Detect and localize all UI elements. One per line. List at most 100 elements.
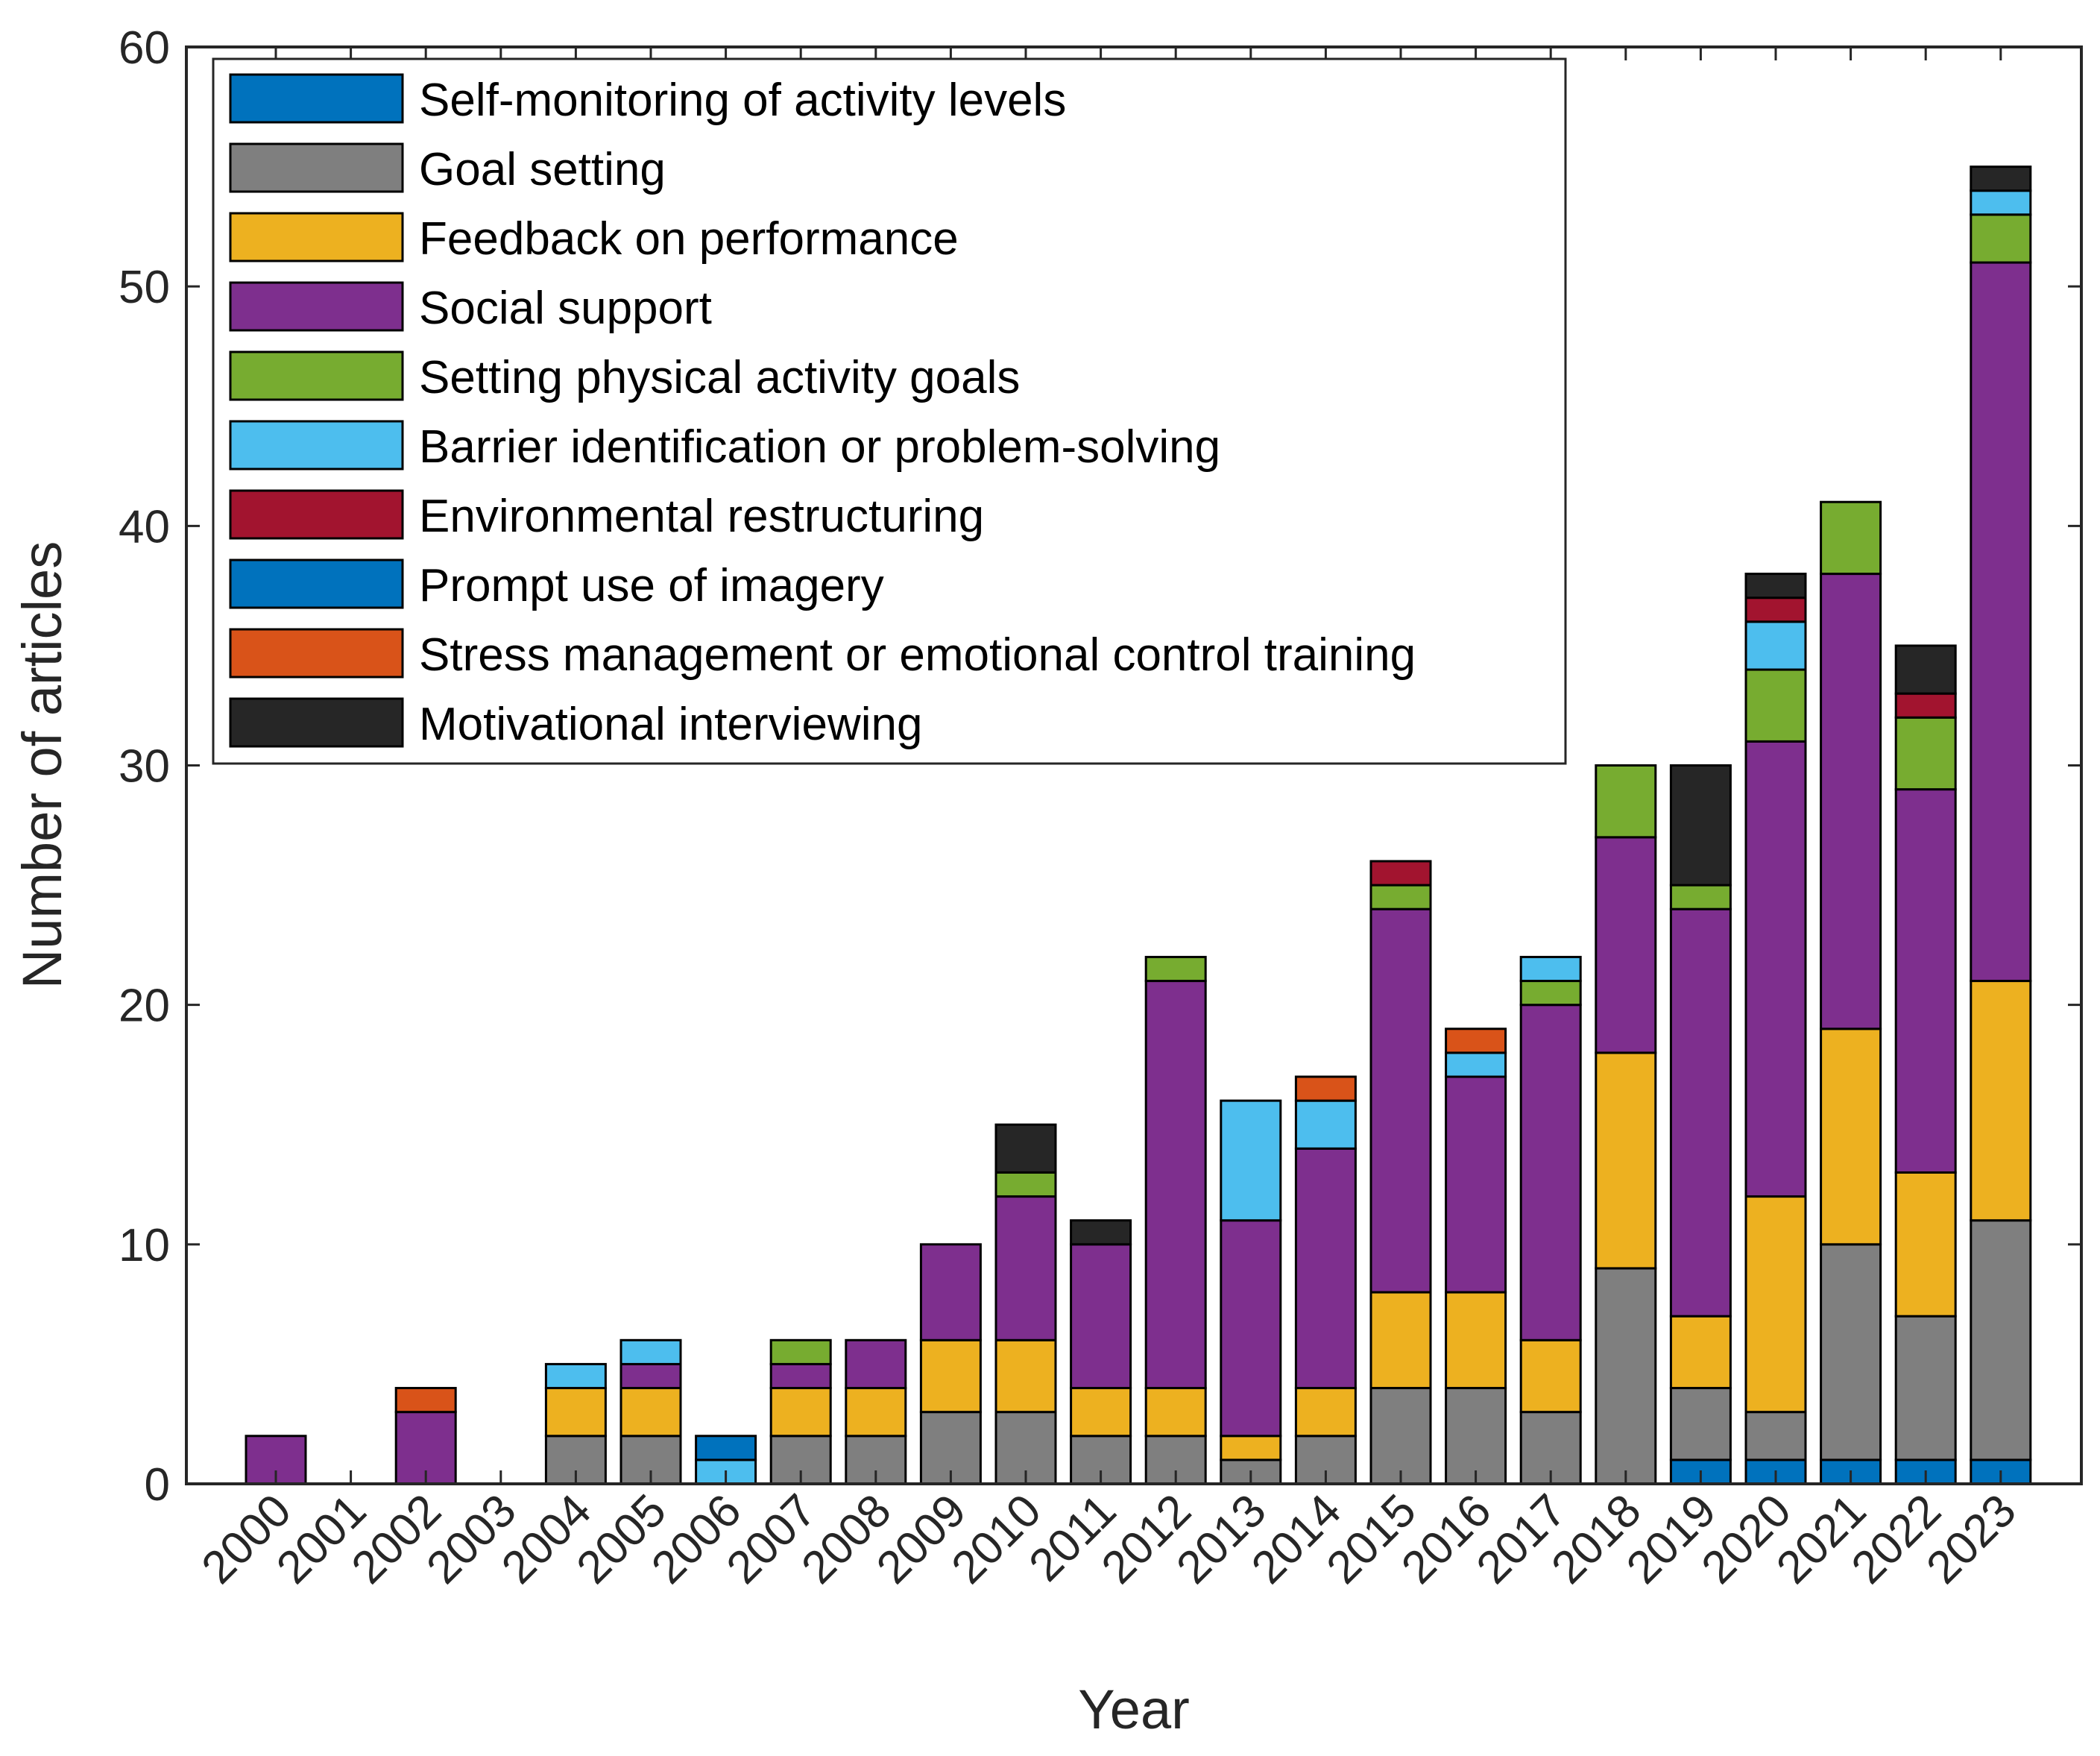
bar-segment-2022-series-3 (1894, 1171, 1957, 1318)
legend-label-6: Barrier identification or problem-solvin… (419, 421, 1220, 473)
bar-segment-2006-series-8 (695, 1435, 757, 1461)
bar-segment-2019-series-5 (1669, 884, 1732, 910)
bar-segment-2022-series-4 (1894, 788, 1957, 1174)
bar-segment-2017-series-4 (1519, 1004, 1582, 1341)
bar-segment-2019-series-10 (1669, 764, 1732, 887)
bar-segment-2022-series-10 (1894, 644, 1957, 695)
bar-segment-2005-series-6 (619, 1338, 682, 1365)
bar-segment-2020-series-7 (1744, 597, 1807, 623)
bar-segment-2009-series-3 (919, 1338, 982, 1414)
bar-segment-2021-series-3 (1820, 1028, 1882, 1246)
legend-label-3: Feedback on performance (419, 213, 959, 265)
bar-segment-2020-series-6 (1744, 620, 1807, 671)
bar-segment-2014-series-9 (1294, 1075, 1357, 1102)
legend: Self-monitoring of activity levels Goal s… (212, 57, 1567, 765)
y-tick-label-30: 30 (119, 741, 170, 793)
bar-segment-2012-series-4 (1144, 980, 1207, 1390)
bar-segment-2021-series-2 (1820, 1243, 1882, 1461)
legend-label-4: Social support (419, 283, 712, 334)
bar-segment-2013-series-4 (1220, 1219, 1282, 1438)
bar-segment-2010-series-10 (994, 1123, 1057, 1174)
bar-segment-2011-series-3 (1070, 1387, 1132, 1438)
bar-segment-2016-series-3 (1445, 1291, 1507, 1390)
bar-segment-2019-series-2 (1669, 1387, 1732, 1461)
bar-segment-2014-series-3 (1294, 1387, 1357, 1438)
bar-segment-2007-series-5 (769, 1338, 832, 1365)
bar-segment-2023-series-6 (1970, 189, 2032, 216)
legend-label-9: Stress management or emotional control t… (419, 629, 1416, 681)
bar-segment-2017-series-3 (1519, 1338, 1582, 1414)
legend-label-5: Setting physical activity goals (419, 352, 1020, 403)
legend-swatch-6 (229, 420, 404, 471)
legend-swatch-9 (229, 628, 404, 679)
bar-segment-2016-series-2 (1445, 1387, 1507, 1485)
bar-segment-2020-series-10 (1744, 573, 1807, 600)
bar-segment-2015-series-5 (1369, 884, 1432, 910)
bar-segment-2022-series-7 (1894, 692, 1957, 719)
bar-segment-2010-series-3 (994, 1338, 1057, 1414)
bar-segment-2009-series-4 (919, 1243, 982, 1341)
x-tick-labels: 2000200120022003200420052006200720082009… (192, 1485, 2026, 1593)
bar-segment-2017-series-5 (1519, 980, 1582, 1007)
bar-segment-2020-series-3 (1744, 1195, 1807, 1414)
bar-segment-2023-series-3 (1970, 980, 2032, 1222)
legend-swatch-5 (229, 350, 404, 401)
bar-segment-2019-series-4 (1669, 907, 1732, 1318)
bar-segment-2016-series-4 (1445, 1075, 1507, 1294)
bar-segment-2023-series-2 (1970, 1219, 2032, 1461)
bar-segment-2004-series-3 (544, 1387, 607, 1438)
bar-segment-2016-series-6 (1445, 1051, 1507, 1078)
bar-segment-2021-series-5 (1820, 500, 1882, 576)
bar-segment-2023-series-4 (1970, 261, 2032, 983)
legend-swatch-2 (229, 142, 404, 193)
legend-swatch-4 (229, 281, 404, 332)
bar-segment-2002-series-9 (394, 1387, 457, 1414)
bar-segment-2007-series-4 (769, 1362, 832, 1390)
bar-segment-2019-series-3 (1669, 1315, 1732, 1390)
bar-segment-2015-series-4 (1369, 907, 1432, 1294)
bar-segment-2020-series-5 (1744, 668, 1807, 743)
y-tick-labels: 0 10 20 30 40 50 60 (119, 22, 170, 1511)
x-axis-title: Year (1078, 1678, 1190, 1740)
bar-segment-2004-series-6 (544, 1362, 607, 1390)
bar-segment-2010-series-5 (994, 1171, 1057, 1198)
bar-segment-2013-series-3 (1220, 1435, 1282, 1461)
legend-label-8: Prompt use of imagery (419, 560, 884, 611)
bar-segment-2010-series-4 (994, 1195, 1057, 1341)
bar-segment-2018-series-3 (1595, 1051, 1657, 1270)
bar-segment-2023-series-5 (1970, 213, 2032, 264)
bar-segment-2012-series-5 (1144, 955, 1207, 983)
bar-segment-2015-series-3 (1369, 1291, 1432, 1390)
y-tick-label-60: 60 (119, 22, 170, 74)
bar-segment-2018-series-4 (1595, 836, 1657, 1054)
bar-segment-2005-series-4 (619, 1362, 682, 1390)
bar-segment-2011-series-10 (1070, 1219, 1132, 1246)
y-tick-label-50: 50 (119, 262, 170, 313)
legend-label-7: Environmental restructuring (419, 491, 984, 542)
bar-segment-2020-series-2 (1744, 1411, 1807, 1461)
bar-segment-2018-series-2 (1595, 1267, 1657, 1485)
bar-segment-2018-series-5 (1595, 764, 1657, 839)
bar-segment-2022-series-5 (1894, 716, 1957, 791)
bar-segment-2008-series-3 (845, 1387, 907, 1438)
bar-segment-2014-series-4 (1294, 1147, 1357, 1390)
bar-segment-2020-series-4 (1744, 740, 1807, 1198)
legend-swatch-8 (229, 558, 404, 609)
legend-items: Self-monitoring of activity levels Goal s… (229, 73, 1416, 750)
legend-label-1: Self-monitoring of activity levels (419, 75, 1066, 126)
y-tick-label-0: 0 (145, 1459, 170, 1511)
bars-layer (245, 166, 2032, 1485)
bar-segment-2011-series-4 (1070, 1243, 1132, 1390)
legend-swatch-1 (229, 73, 404, 124)
bar-segment-2015-series-7 (1369, 860, 1432, 887)
bar-segment-2023-series-10 (1970, 166, 2032, 192)
y-tick-label-20: 20 (119, 981, 170, 1032)
legend-swatch-3 (229, 212, 404, 262)
bar-segment-2014-series-6 (1294, 1099, 1357, 1150)
bar-segment-2013-series-6 (1220, 1099, 1282, 1222)
bar-segment-2007-series-3 (769, 1387, 832, 1438)
y-axis-title: Number of articles (11, 541, 73, 989)
legend-label-10: Motivational interviewing (419, 699, 922, 750)
y-tick-label-10: 10 (119, 1220, 170, 1271)
